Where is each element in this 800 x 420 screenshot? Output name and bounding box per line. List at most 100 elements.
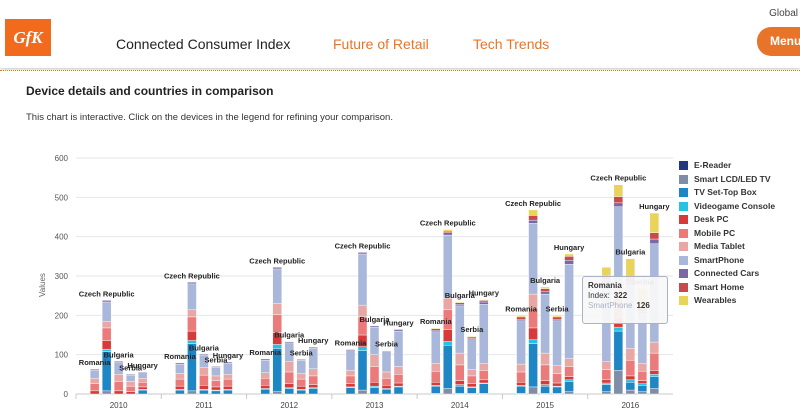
bar-segment[interactable] <box>431 370 441 383</box>
bar-segment[interactable] <box>357 350 368 391</box>
bar-segment[interactable] <box>637 385 648 392</box>
bar-segment[interactable] <box>175 362 185 365</box>
bar-segment[interactable] <box>467 336 477 339</box>
bar-segment[interactable] <box>296 373 306 380</box>
bar-segment[interactable] <box>381 378 392 386</box>
bar-segment[interactable] <box>101 300 112 303</box>
bar-segment[interactable] <box>345 375 356 384</box>
bar-segment[interactable] <box>516 316 526 320</box>
bar-segment[interactable] <box>101 321 112 329</box>
bar-segment[interactable] <box>443 341 453 346</box>
bar-segment[interactable] <box>528 209 538 216</box>
bar-segment[interactable] <box>393 382 404 387</box>
bar-segment[interactable] <box>625 382 636 391</box>
bar-segment[interactable] <box>479 300 489 303</box>
bar-segment[interactable] <box>516 363 526 373</box>
bar-segment[interactable] <box>649 388 660 395</box>
bar-segment[interactable] <box>125 381 136 387</box>
bar-segment[interactable] <box>552 319 562 322</box>
bar-segment[interactable] <box>613 196 624 204</box>
bar-segment[interactable] <box>528 219 538 224</box>
bar-segment[interactable] <box>443 388 453 395</box>
bar-segment[interactable] <box>431 327 441 329</box>
bar-segment[interactable] <box>308 368 318 377</box>
bar-segment[interactable] <box>455 352 465 366</box>
nav-connected-consumer-index[interactable]: Connected Consumer Index <box>116 36 291 52</box>
bar-segment[interactable] <box>528 215 538 221</box>
bar-segment[interactable] <box>540 291 550 295</box>
bar-segment[interactable] <box>528 339 538 344</box>
bar-segment[interactable] <box>211 380 221 388</box>
bar-segment[interactable] <box>528 343 538 388</box>
bar-segment[interactable] <box>308 346 318 349</box>
bar-segment[interactable] <box>625 389 636 395</box>
bar-segment[interactable] <box>89 390 100 395</box>
bar-segment[interactable] <box>260 372 270 379</box>
bar-segment[interactable] <box>564 366 574 377</box>
bar-segment[interactable] <box>101 327 112 341</box>
bar-segment[interactable] <box>540 364 550 381</box>
bar-segment[interactable] <box>479 363 489 371</box>
bar-segment[interactable] <box>369 382 380 387</box>
bar-segment[interactable] <box>125 374 136 382</box>
menu-button[interactable]: Menu <box>757 27 800 56</box>
bar-segment[interactable] <box>516 320 526 365</box>
bar-segment[interactable] <box>455 385 465 394</box>
bar-segment[interactable] <box>393 329 404 332</box>
bar-segment[interactable] <box>296 385 306 390</box>
bar-segment[interactable] <box>601 384 612 392</box>
bar-segment[interactable] <box>113 374 124 382</box>
bar-segment[interactable] <box>552 382 562 387</box>
bar-segment[interactable] <box>113 361 124 363</box>
bar-segment[interactable] <box>308 375 318 385</box>
bar-segment[interactable] <box>516 315 526 318</box>
bar-segment[interactable] <box>175 389 185 395</box>
bar-segment[interactable] <box>528 386 538 395</box>
bar-segment[interactable] <box>223 378 233 387</box>
bar-segment[interactable] <box>260 389 270 395</box>
bar-segment[interactable] <box>467 369 477 377</box>
bar-segment[interactable] <box>137 389 148 395</box>
bar-segment[interactable] <box>296 389 306 395</box>
bar-segment[interactable] <box>89 383 100 392</box>
bar-segment[interactable] <box>369 366 380 383</box>
bar-segment[interactable] <box>431 385 441 394</box>
global-selector[interactable]: Global <box>769 8 798 19</box>
bar-segment[interactable] <box>223 363 233 375</box>
bar-segment[interactable] <box>431 328 441 331</box>
bar-segment[interactable] <box>101 301 112 322</box>
bar-segment[interactable] <box>455 302 465 305</box>
bar-segment[interactable] <box>137 371 148 373</box>
bar-segment[interactable] <box>284 371 294 384</box>
bar-segment[interactable] <box>187 309 197 318</box>
nav-future-of-retail[interactable]: Future of Retail <box>333 36 429 52</box>
bar-segment[interactable] <box>443 345 453 389</box>
bar-segment[interactable] <box>601 382 612 385</box>
bar-segment[interactable] <box>649 374 660 377</box>
bar-segment[interactable] <box>393 374 404 384</box>
bar-segment[interactable] <box>369 385 380 388</box>
bar-segment[interactable] <box>443 232 453 236</box>
bar-segment[interactable] <box>613 330 624 371</box>
bar-segment[interactable] <box>211 367 221 377</box>
bar-segment[interactable] <box>211 375 221 381</box>
bar-segment[interactable] <box>540 288 550 292</box>
bar-segment[interactable] <box>357 253 368 306</box>
bar-segment[interactable] <box>369 387 380 395</box>
bar-segment[interactable] <box>516 319 526 322</box>
bar-segment[interactable] <box>260 358 270 361</box>
bar-segment[interactable] <box>113 390 124 395</box>
bar-segment[interactable] <box>649 341 660 354</box>
bar-segment[interactable] <box>564 381 574 392</box>
bar-segment[interactable] <box>625 379 636 383</box>
bar-segment[interactable] <box>125 374 136 376</box>
bar-segment[interactable] <box>345 350 356 371</box>
bar-segment[interactable] <box>443 234 453 299</box>
bar-segment[interactable] <box>479 370 489 381</box>
bar-segment[interactable] <box>199 385 209 390</box>
bar-segment[interactable] <box>516 382 526 386</box>
bar-segment[interactable] <box>564 379 574 382</box>
bar-segment[interactable] <box>625 359 636 377</box>
bar-segment[interactable] <box>137 386 148 390</box>
bar-segment[interactable] <box>284 383 294 388</box>
